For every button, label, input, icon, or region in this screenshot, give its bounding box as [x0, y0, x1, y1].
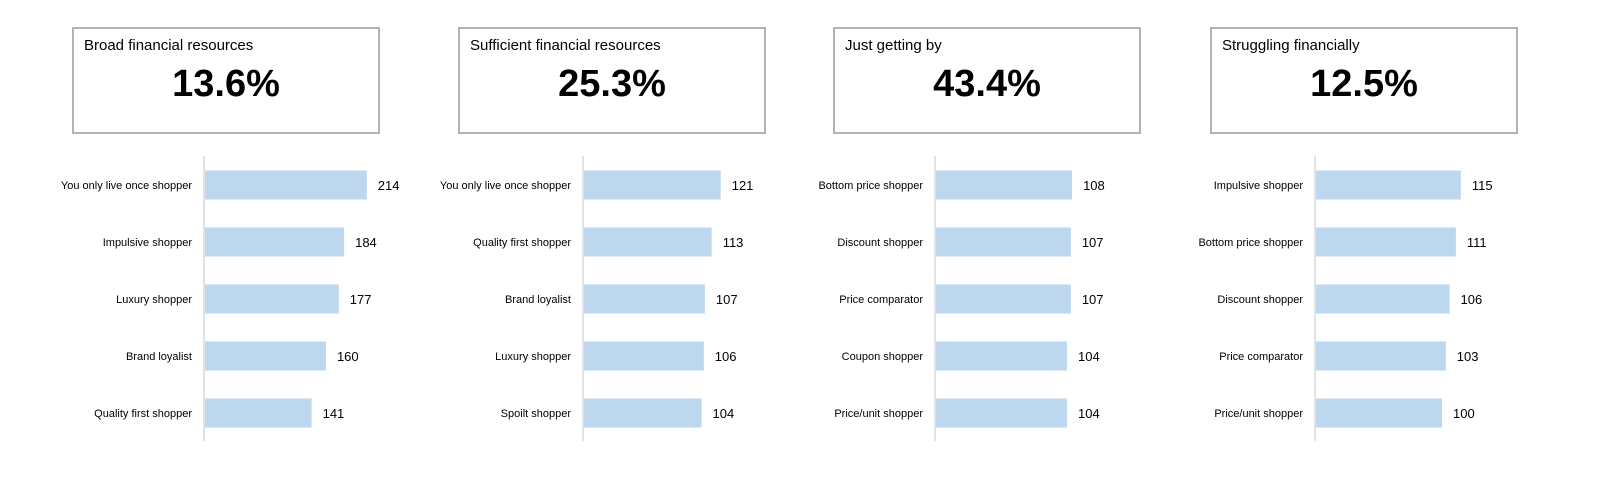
category-label: Bottom price shopper [1198, 237, 1303, 249]
bar [584, 170, 721, 200]
category-label: You only live once shopper [440, 180, 571, 192]
data-label: 115 [1472, 178, 1493, 193]
category-label: Brand loyalist [126, 351, 192, 363]
kpi-box: Sufficient financial resources 25.3% [458, 27, 766, 134]
bar [584, 398, 702, 428]
data-label: 121 [732, 178, 754, 193]
data-label: 214 [378, 178, 400, 193]
bar [1316, 284, 1450, 314]
category-label: Price/unit shopper [834, 408, 923, 420]
category-label: Impulsive shopper [103, 237, 193, 249]
category-label: You only live once shopper [61, 180, 192, 192]
data-label: 103 [1457, 349, 1479, 364]
kpi-box: Struggling financially 12.5% [1210, 27, 1518, 134]
category-label: Discount shopper [1217, 294, 1303, 306]
bar [205, 341, 326, 371]
panel-broad: Broad financial resources 13.6% You only… [0, 0, 404, 477]
panel-sufficient: Sufficient financial resources 25.3% You… [404, 0, 808, 477]
kpi-box: Just getting by 43.4% [833, 27, 1141, 134]
bar-chart: Bottom price shopper 108 Discount shopper 1… [818, 156, 1105, 441]
bar-chart: You only live once shopper 214 Impulsive s… [61, 156, 400, 441]
kpi-value: 43.4% [933, 63, 1041, 105]
category-label: Brand loyalist [505, 294, 571, 306]
category-label: Spoilt shopper [501, 408, 572, 420]
category-label: Coupon shopper [842, 351, 924, 363]
bar [936, 170, 1073, 200]
bar [936, 284, 1071, 314]
data-label: 111 [1467, 235, 1487, 250]
kpi-value: 13.6% [172, 63, 280, 105]
data-label: 104 [1078, 406, 1100, 421]
panel-just-getting-by: Just getting by 43.4% Bottom price shopp… [808, 0, 1212, 477]
kpi-label: Just getting by [845, 37, 942, 54]
bar [584, 341, 704, 371]
bar [1316, 398, 1442, 428]
category-label: Price comparator [1219, 351, 1303, 363]
bar [1316, 170, 1461, 200]
data-label: 106 [1461, 292, 1483, 307]
bar [584, 227, 712, 257]
kpi-box: Broad financial resources 13.6% [72, 27, 380, 134]
data-label: 184 [355, 235, 377, 250]
data-label: 107 [716, 292, 738, 307]
category-label: Quality first shopper [473, 237, 571, 249]
category-label: Bottom price shopper [818, 180, 923, 192]
bar [205, 227, 345, 257]
kpi-label: Struggling financially [1222, 37, 1360, 54]
category-label: Impulsive shopper [1214, 180, 1304, 192]
data-label: 104 [1078, 349, 1100, 364]
data-label: 177 [350, 292, 372, 307]
data-label: 108 [1083, 178, 1105, 193]
data-label: 100 [1453, 406, 1475, 421]
kpi-value: 12.5% [1310, 63, 1418, 105]
bar-chart: You only live once shopper 121 Quality fir… [440, 156, 754, 441]
bar-chart: Impulsive shopper 115 Bottom price shopper… [1198, 156, 1493, 441]
bar [205, 398, 312, 428]
category-label: Luxury shopper [495, 351, 571, 363]
category-label: Luxury shopper [116, 294, 192, 306]
kpi-label: Sufficient financial resources [470, 37, 661, 54]
data-label: 104 [713, 406, 735, 421]
category-label: Quality first shopper [94, 408, 192, 420]
bar [936, 227, 1071, 257]
bar [1316, 341, 1446, 371]
bar [205, 284, 339, 314]
bar [1316, 227, 1456, 257]
data-label: 107 [1082, 292, 1104, 307]
panel-struggling: Struggling financially 12.5% Impulsive s… [1198, 0, 1618, 477]
kpi-label: Broad financial resources [84, 37, 254, 54]
bar [936, 398, 1068, 428]
data-label: 113 [723, 235, 744, 250]
category-label: Discount shopper [837, 237, 923, 249]
bar [936, 341, 1068, 371]
kpi-value: 25.3% [558, 63, 666, 105]
data-label: 107 [1082, 235, 1104, 250]
bar [584, 284, 705, 314]
category-label: Price comparator [839, 294, 923, 306]
data-label: 160 [337, 349, 359, 364]
data-label: 141 [323, 406, 345, 421]
data-label: 106 [715, 349, 737, 364]
bar [205, 170, 367, 200]
category-label: Price/unit shopper [1214, 408, 1303, 420]
